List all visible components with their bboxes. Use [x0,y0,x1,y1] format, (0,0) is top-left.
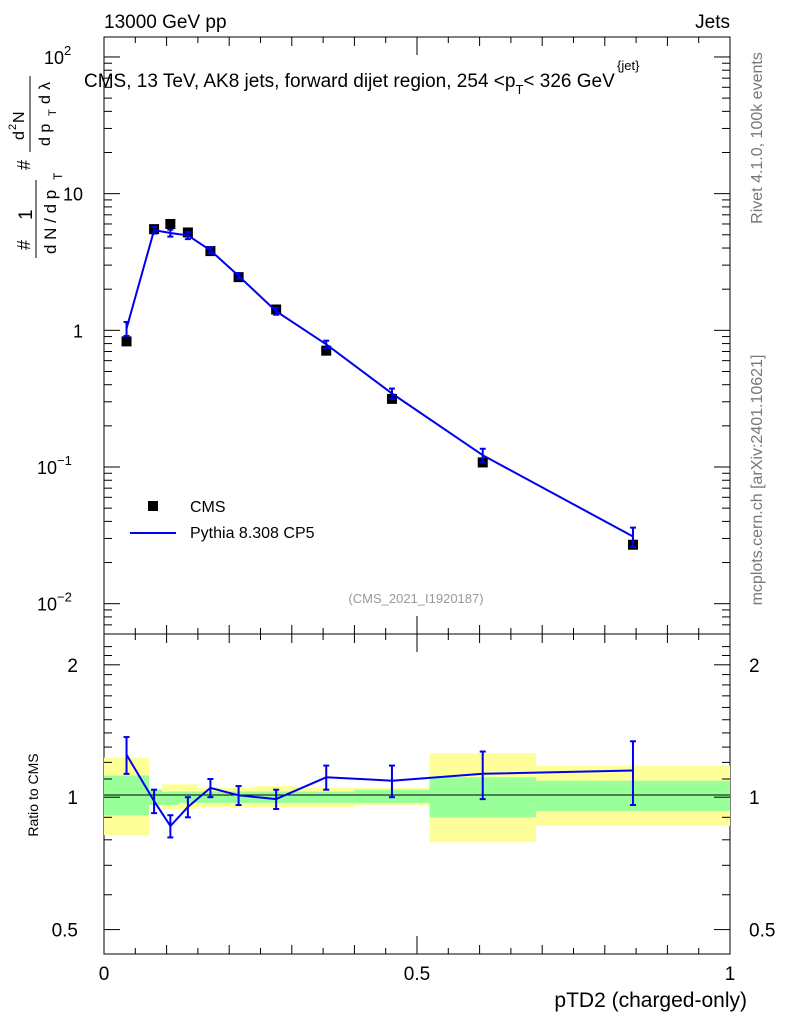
ratio-y-tick-label: 0.5 [52,921,78,942]
svg-text:T: T [47,109,59,116]
category-label: Jets [695,12,730,33]
svg-text:#: # [14,160,34,170]
rivet-version-label: Rivet 4.1.0, 100k events [749,52,766,224]
svg-text:T: T [51,172,65,180]
x-tick-label: 0 [99,964,110,985]
main-y-tick-label: 10−2 [37,590,72,615]
chart-title-superscript: {jet} [617,58,640,73]
svg-text:d N / d p: d N / d p [41,190,60,254]
ratio-y-tick-label: 1 [67,788,78,809]
legend-cms-marker [148,501,158,511]
cms-data-point [121,336,132,347]
x-axis-ticks: 0 0.5 1 [99,37,736,985]
ratio-y-tick-label-right: 2 [749,656,760,677]
pythia-line [125,229,634,538]
legend: CMS Pythia 8.308 CP5 [130,499,315,542]
x-tick-label: 0.5 [404,964,430,985]
ratio-band-inner [298,791,355,804]
legend-label-pythia: Pythia 8.308 CP5 [190,525,315,542]
svg-text:N: N [11,111,28,123]
cms-data-point [165,218,176,229]
cms-data-point [321,345,332,356]
x-tick-label: 1 [725,964,736,985]
ratio-y-label: Ratio to CMS [25,753,41,836]
main-y-tick-label: 10−1 [37,453,72,478]
legend-label-cms: CMS [190,499,226,516]
ratio-y-tick-label-right: 0.5 [749,921,775,942]
svg-text:d: d [11,131,28,140]
main-axis-ticks: 10−2 10−1 1 10 102 [37,43,730,635]
svg-text:d: d [37,95,54,104]
main-y-tick-label: 10 [63,185,83,205]
svg-text:d p: d p [37,124,54,146]
main-plot-marks [121,218,638,550]
main-y-tick-label: 1 [73,321,83,341]
svg-text:2: 2 [7,124,19,130]
ratio-y-tick-label: 2 [67,656,78,677]
svg-text:1: 1 [16,209,37,220]
ratio-y-tick-label-right: 1 [749,788,760,809]
svg-text:λ: λ [37,82,54,90]
x-axis-label: pTD2 (charged-only) [554,989,747,1012]
chart-title: CMS, 13 TeV, AK8 jets, forward dijet reg… [84,71,615,97]
ratio-plot-marks [123,736,636,839]
mcplots-label: mcplots.cern.ch [arXiv:2401.10621] [749,355,766,606]
energy-label: 13000 GeV pp [104,12,227,33]
ratio-axis-ticks: 0.5 0.5 1 1 2 2 [52,646,775,942]
analysis-id: (CMS_2021_I1920187) [348,591,483,606]
svg-text:#: # [14,240,34,250]
main-y-tick-label: 102 [44,43,71,68]
main-y-axis-label: # 1 d N / d p T # d 2 N d p T d λ [7,76,65,258]
ratio-band-inner [162,791,180,805]
ratio-band-inner [149,789,163,805]
